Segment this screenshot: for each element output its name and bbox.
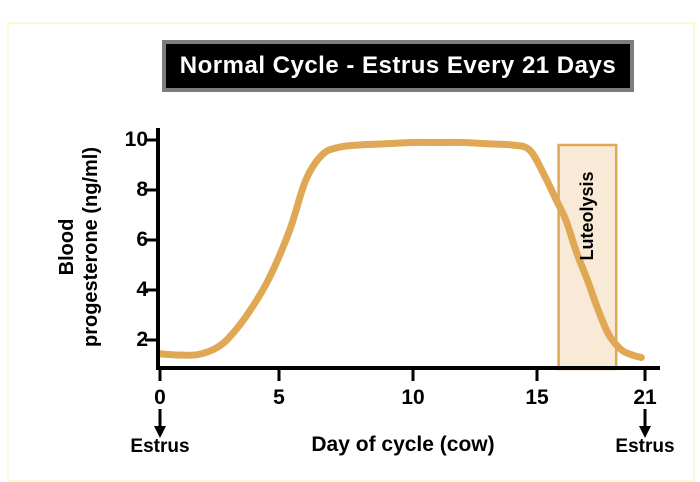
x-axis-title: Day of cycle (cow) xyxy=(311,433,495,456)
title-banner: Normal Cycle - Estrus Every 21 Days xyxy=(162,40,634,92)
x-tick-label-15: 15 xyxy=(525,386,549,409)
estrus-arrow-head xyxy=(154,426,166,438)
estrus-label-day0: Estrus xyxy=(130,436,190,457)
y-tick-label-10: 10 xyxy=(124,128,148,151)
x-tick-label-10: 10 xyxy=(401,386,425,409)
y-axis-title: Blood progesterone (ng/ml) xyxy=(55,133,105,361)
chart-title: Normal Cycle - Estrus Every 21 Days xyxy=(166,44,630,88)
estrus-label-day21: Estrus xyxy=(615,436,675,457)
x-tick-label-0: 0 xyxy=(154,386,166,409)
estrus-arrow-head xyxy=(639,426,651,438)
luteolysis-label: Luteolysis xyxy=(577,171,597,261)
y-tick-label-4: 4 xyxy=(136,278,148,301)
y-tick-label-8: 8 xyxy=(136,178,148,201)
y-axis-title-line1: Blood xyxy=(56,218,78,276)
x-tick-label-5: 5 xyxy=(273,386,285,409)
y-tick-label-6: 6 xyxy=(136,228,148,251)
progesterone-curve xyxy=(156,138,645,361)
y-tick-label-2: 2 xyxy=(136,328,148,351)
x-tick-label-21: 21 xyxy=(633,386,657,409)
